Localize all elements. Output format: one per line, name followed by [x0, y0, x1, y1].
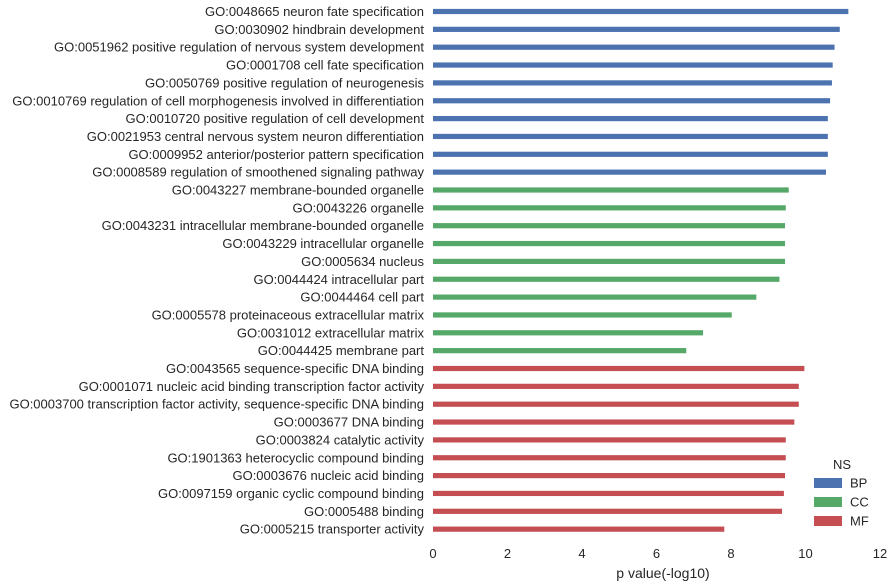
category-label: GO:0030902 hindbrain development	[214, 22, 424, 37]
category-label: GO:0010769 regulation of cell morphogene…	[12, 93, 424, 108]
bar-mf	[433, 419, 795, 425]
x-tick-label: 0	[429, 546, 436, 561]
legend-swatch-bp	[814, 478, 842, 488]
category-label: GO:0003677 DNA binding	[274, 415, 424, 430]
bar-bp	[433, 169, 826, 175]
category-label: GO:0005578 proteinaceous extracellular m…	[152, 307, 425, 322]
bar-bp	[433, 151, 828, 157]
category-label: GO:0001071 nucleic acid binding transcri…	[79, 379, 425, 394]
bar-bp	[433, 98, 831, 104]
category-label: GO:0008589 regulation of smoothened sign…	[92, 165, 424, 180]
category-label: GO:0003700 transcription factor activity…	[9, 397, 424, 412]
legend-swatch-cc	[814, 497, 842, 507]
bar-mf	[433, 383, 799, 389]
bar-mf	[433, 508, 783, 514]
category-label: GO:0043565 sequence-specific DNA binding	[166, 361, 424, 376]
x-tick-label: 12	[873, 546, 887, 561]
category-label: GO:0043227 membrane-bounded organelle	[172, 183, 424, 198]
category-label: GO:0001708 cell fate specification	[226, 58, 424, 73]
bar-cc	[433, 294, 757, 300]
category-label: GO:0010720 positive regulation of cell d…	[126, 111, 425, 126]
bar-cc	[433, 223, 786, 229]
category-label: GO:1901363 heterocyclic compound binding	[167, 450, 424, 465]
bar-cc	[433, 240, 786, 247]
category-label: GO:0043231 intracellular membrane-bounde…	[102, 218, 424, 233]
bar-mf	[433, 455, 786, 461]
category-label: GO:0005634 nucleus	[301, 254, 424, 269]
x-tick-label: 2	[504, 546, 511, 561]
legend-label-cc: CC	[850, 495, 869, 510]
category-label: GO:0021953 central nervous system neuron…	[87, 129, 424, 144]
category-label: GO:0009952 anterior/posterior pattern sp…	[128, 147, 424, 162]
bar-cc	[433, 312, 732, 318]
x-tick-label: 10	[798, 546, 812, 561]
category-label: GO:0003676 nucleic acid binding	[232, 468, 424, 483]
bar-mf	[433, 526, 725, 532]
category-label: GO:0048665 neuron fate specification	[205, 4, 424, 19]
category-label: GO:0005215 transporter activity	[240, 522, 425, 537]
bar-cc	[433, 258, 786, 264]
category-label: GO:0051962 positive regulation of nervou…	[54, 40, 424, 55]
bar-bp	[433, 116, 828, 122]
bar-cc	[433, 205, 786, 211]
category-label: GO:0005488 binding	[304, 504, 424, 519]
bar-bp	[433, 80, 832, 86]
bar-bp	[433, 62, 833, 68]
bar-bp	[433, 44, 835, 50]
bar-mf	[433, 401, 799, 407]
x-axis-title: p value(-log10)	[616, 565, 709, 581]
legend-label-bp: BP	[850, 476, 867, 491]
category-label: GO:0044425 membrane part	[258, 343, 425, 358]
x-tick-label: 4	[578, 546, 585, 561]
bar-cc	[433, 276, 780, 282]
bar-bp	[433, 26, 840, 32]
bar-group	[433, 8, 849, 532]
bar-bp	[433, 8, 849, 15]
bar-mf	[433, 437, 786, 443]
x-tick-label: 6	[653, 546, 660, 561]
bar-bp	[433, 133, 828, 140]
category-label: GO:0031012 extracellular matrix	[237, 325, 425, 340]
bar-mf	[433, 473, 786, 479]
bar-mf	[433, 365, 805, 372]
category-labels: GO:0048665 neuron fate specification GO:0…	[9, 4, 424, 537]
legend-label-mf: MF	[850, 514, 869, 529]
category-label: GO:0003824 catalytic activity	[256, 432, 425, 447]
category-label: GO:0097159 organic cyclic compound bindi…	[158, 486, 424, 501]
legend-swatch-mf	[814, 516, 842, 526]
x-tick-label: 8	[727, 546, 734, 561]
legend-title: NS	[833, 457, 851, 472]
category-label: GO:0043226 organelle	[292, 200, 424, 215]
x-axis-ticks: 0 2 4 6 8 10 12	[429, 546, 887, 561]
legend: NS BP CC MF	[814, 457, 869, 529]
category-label: GO:0043229 intracellular organelle	[222, 236, 424, 251]
category-label: GO:0044424 intracellular part	[253, 272, 424, 287]
bar-cc	[433, 348, 687, 354]
bar-mf	[433, 490, 784, 497]
bar-cc	[433, 330, 704, 336]
category-label: GO:0050769 positive regulation of neurog…	[145, 75, 424, 90]
bar-cc	[433, 187, 789, 193]
category-label: GO:0044464 cell part	[300, 290, 424, 305]
